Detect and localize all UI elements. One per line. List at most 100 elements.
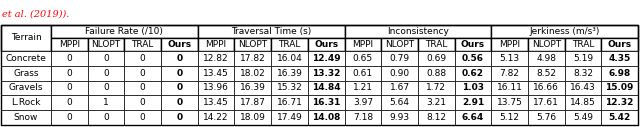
Text: 13.45: 13.45 — [204, 98, 229, 107]
Text: Grass: Grass — [13, 69, 39, 78]
Text: Inconsistency: Inconsistency — [387, 27, 449, 36]
Text: 16.66: 16.66 — [533, 83, 559, 92]
Bar — [492, 81, 528, 95]
Bar — [381, 66, 418, 81]
Bar — [1, 25, 51, 51]
Text: 7.18: 7.18 — [353, 113, 373, 122]
Bar — [418, 110, 454, 125]
Text: 1.72: 1.72 — [426, 83, 446, 92]
Bar — [161, 95, 198, 110]
Bar — [124, 51, 161, 66]
Text: 15.09: 15.09 — [605, 83, 634, 92]
Text: 0.62: 0.62 — [462, 69, 484, 78]
Bar — [234, 38, 271, 51]
Bar — [271, 38, 308, 51]
Bar — [454, 66, 492, 81]
Bar — [1, 95, 51, 110]
Text: 0.56: 0.56 — [462, 54, 484, 63]
Bar — [124, 81, 161, 95]
Bar — [88, 66, 124, 81]
Bar — [51, 66, 88, 81]
Text: TRAL: TRAL — [572, 40, 594, 49]
Text: 4.35: 4.35 — [609, 54, 631, 63]
Text: MPPI: MPPI — [59, 40, 80, 49]
Text: NLOPT: NLOPT — [385, 40, 414, 49]
Bar — [124, 110, 161, 125]
Bar — [1, 81, 51, 95]
Bar — [234, 81, 271, 95]
Text: 7.82: 7.82 — [500, 69, 520, 78]
Text: 5.76: 5.76 — [536, 113, 556, 122]
Bar — [381, 95, 418, 110]
Text: Gravels: Gravels — [9, 83, 44, 92]
Text: 12.49: 12.49 — [312, 54, 340, 63]
Bar — [602, 110, 638, 125]
Text: TRAL: TRAL — [425, 40, 447, 49]
Bar — [1, 66, 51, 81]
Text: 18.09: 18.09 — [240, 113, 266, 122]
Bar — [88, 95, 124, 110]
Bar — [1, 51, 51, 66]
Text: 13.45: 13.45 — [204, 69, 229, 78]
Text: 17.87: 17.87 — [240, 98, 266, 107]
Bar — [271, 66, 308, 81]
Text: 0: 0 — [103, 113, 109, 122]
Bar — [271, 81, 308, 95]
Text: 3.21: 3.21 — [426, 98, 446, 107]
Text: 16.11: 16.11 — [497, 83, 522, 92]
Text: 0.69: 0.69 — [426, 54, 446, 63]
Bar — [564, 38, 602, 51]
Text: Ours: Ours — [167, 40, 191, 49]
Bar — [454, 51, 492, 66]
Text: 5.12: 5.12 — [500, 113, 520, 122]
Bar — [528, 66, 564, 81]
Text: 0.88: 0.88 — [426, 69, 446, 78]
Text: Snow: Snow — [14, 113, 38, 122]
Text: 6.98: 6.98 — [609, 69, 631, 78]
Bar — [308, 51, 344, 66]
Text: et al. (2019)).: et al. (2019)). — [2, 10, 69, 19]
Bar — [161, 38, 198, 51]
Bar — [381, 51, 418, 66]
Bar — [381, 81, 418, 95]
Text: 8.12: 8.12 — [426, 113, 446, 122]
Bar — [198, 81, 234, 95]
Bar — [308, 110, 344, 125]
Bar — [271, 110, 308, 125]
Bar — [344, 81, 381, 95]
Bar — [564, 81, 602, 95]
Text: 14.85: 14.85 — [570, 98, 596, 107]
Text: Traversal Time (s): Traversal Time (s) — [231, 27, 311, 36]
Text: 0.61: 0.61 — [353, 69, 373, 78]
Bar — [564, 95, 602, 110]
Bar — [161, 110, 198, 125]
Bar — [528, 110, 564, 125]
Bar — [454, 81, 492, 95]
Text: Concrete: Concrete — [6, 54, 47, 63]
Text: 5.13: 5.13 — [500, 54, 520, 63]
Bar — [308, 38, 344, 51]
Bar — [88, 38, 124, 51]
Bar — [271, 95, 308, 110]
Bar — [492, 110, 528, 125]
Text: 13.96: 13.96 — [203, 83, 229, 92]
Text: 0: 0 — [67, 98, 72, 107]
Text: 13.75: 13.75 — [497, 98, 522, 107]
Bar — [88, 110, 124, 125]
Text: 3.97: 3.97 — [353, 98, 373, 107]
Text: 5.64: 5.64 — [390, 98, 410, 107]
Text: 14.22: 14.22 — [204, 113, 229, 122]
Bar — [198, 25, 344, 38]
Text: 0: 0 — [103, 83, 109, 92]
Bar — [234, 66, 271, 81]
Bar — [602, 95, 638, 110]
Text: 16.71: 16.71 — [276, 98, 303, 107]
Text: 0: 0 — [177, 69, 182, 78]
Text: 16.39: 16.39 — [240, 83, 266, 92]
Bar — [198, 66, 234, 81]
Text: 0: 0 — [177, 83, 182, 92]
Bar — [492, 95, 528, 110]
Bar — [51, 25, 198, 38]
Bar — [1, 25, 638, 125]
Bar — [344, 25, 492, 38]
